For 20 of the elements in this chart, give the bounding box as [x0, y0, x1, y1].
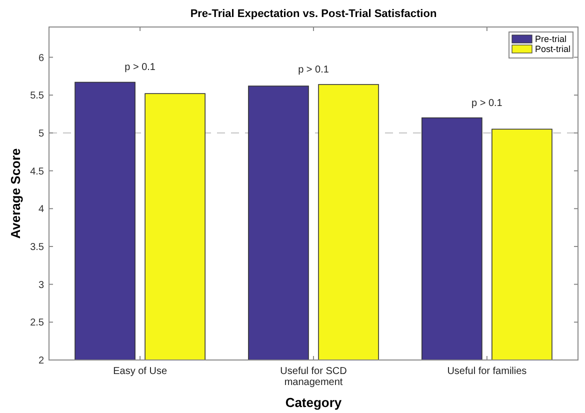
annotation: p > 0.1 — [298, 64, 330, 76]
y-axis-title: Average Score — [8, 148, 23, 239]
y-tick-label: 5.5 — [30, 90, 44, 102]
y-tick-label: 4 — [38, 204, 44, 216]
x-tick-label: Useful for SCD management — [280, 366, 347, 388]
y-tick-label: 3 — [38, 280, 44, 291]
y-tick-label: 3.5 — [30, 242, 44, 253]
annotation: p > 0.1 — [124, 62, 156, 74]
x-axis-title: Category — [285, 395, 342, 410]
y-tick-label: 4.5 — [30, 166, 44, 178]
x-tick-label: Useful for families — [447, 366, 527, 377]
y-tick-label: 6 — [38, 52, 44, 64]
y-tick-label: 2 — [38, 356, 44, 366]
legend-label: Pre-trial — [535, 34, 567, 44]
y-tick-label: 5 — [38, 128, 44, 140]
x-tick-label: Easy of Use — [113, 366, 168, 377]
annotation: p > 0.1 — [472, 98, 503, 109]
legend-label: Post-trial — [535, 44, 571, 54]
chart-title: Pre-Trial Expectation vs. Post-Trial Satisfaction — [190, 8, 437, 20]
y-tick-label: 2.5 — [30, 318, 44, 329]
